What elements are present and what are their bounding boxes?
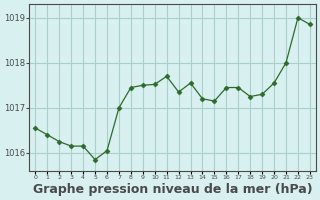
X-axis label: Graphe pression niveau de la mer (hPa): Graphe pression niveau de la mer (hPa)	[33, 183, 312, 196]
